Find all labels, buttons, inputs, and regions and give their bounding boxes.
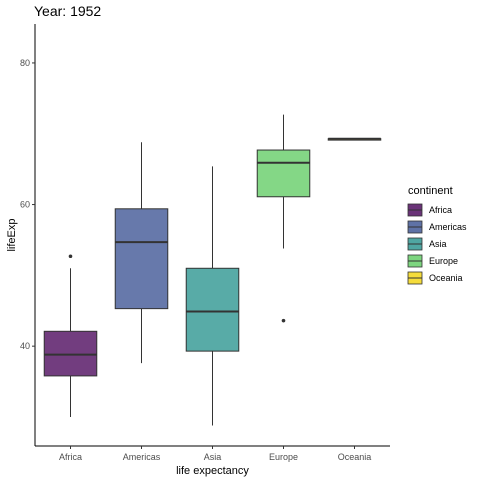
x-tick-label-oceania: Oceania <box>338 452 372 462</box>
box-africa <box>43 330 98 377</box>
box-europe <box>256 149 311 198</box>
legend-title: continent <box>408 185 453 197</box>
box-asia <box>185 267 240 352</box>
y-axis-title: lifeExp <box>6 218 18 251</box>
x-axis-title: life expectancy <box>176 465 249 477</box>
box-americas <box>114 208 169 310</box>
x-tick-label-asia: Asia <box>204 452 222 462</box>
legend-label-asia: Asia <box>429 239 447 249</box>
x-tick-label-americas: Americas <box>123 452 161 462</box>
chart-title: Year: 1952 <box>34 3 102 19</box>
legend-label-africa: Africa <box>429 205 452 215</box>
x-tick-label-africa: Africa <box>59 452 82 462</box>
y-tick-label-80: 80 <box>20 58 30 68</box>
y-tick-label-40: 40 <box>20 341 30 351</box>
x-tick-label-europe: Europe <box>269 452 298 462</box>
y-tick-label-60: 60 <box>20 200 30 210</box>
legend-label-oceania: Oceania <box>429 273 463 283</box>
legend-label-europe: Europe <box>429 256 458 266</box>
legend-label-americas: Americas <box>429 222 467 232</box>
outlier-europe-0 <box>281 318 286 323</box>
outlier-africa-0 <box>68 254 73 259</box>
